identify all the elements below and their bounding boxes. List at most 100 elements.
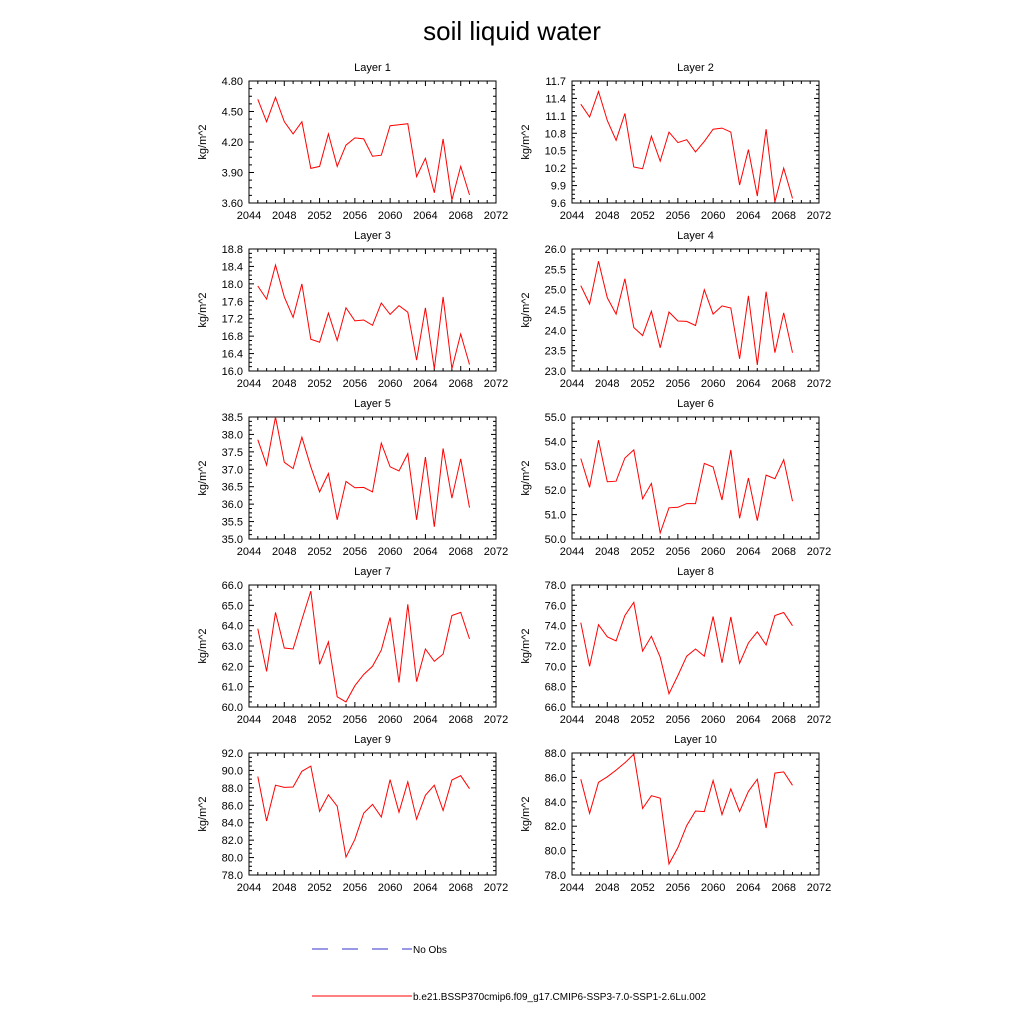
x-tick-label: 2072 <box>484 378 508 390</box>
layer-9-title: Layer 9 <box>354 734 391 746</box>
x-tick-label: 2072 <box>807 882 831 894</box>
y-tick-label: 80.0 <box>545 846 566 858</box>
x-tick-label: 2064 <box>413 546 437 558</box>
y-tick-label: 35.0 <box>222 534 243 546</box>
y-tick-label: 3.90 <box>222 168 243 180</box>
y-tick-label: 17.6 <box>222 296 243 308</box>
x-tick-label: 2068 <box>771 210 795 222</box>
layer-3-series-line <box>257 263 470 369</box>
x-tick-label: 2068 <box>771 882 795 894</box>
layer-4-panel: Layer 4 kg/m^2 2044 2048 2052 2056 2060 2064 206… <box>520 230 831 390</box>
x-tick-label: 2044 <box>560 378 584 390</box>
y-tick-label: 86.0 <box>222 800 243 812</box>
y-tick-label: 82.0 <box>545 821 566 833</box>
y-tick-label: 86.0 <box>545 772 566 784</box>
layer-6-y-axis-label: kg/m^2 <box>520 460 532 495</box>
x-tick-label: 2060 <box>378 714 402 726</box>
x-tick-label: 2048 <box>272 210 296 222</box>
x-tick-label: 2068 <box>448 378 472 390</box>
y-tick-label: 24.0 <box>545 325 566 337</box>
x-tick-label: 2064 <box>413 378 437 390</box>
y-tick-label: 38.5 <box>222 412 243 424</box>
x-tick-label: 2052 <box>307 714 331 726</box>
y-tick-label: 70.0 <box>545 661 566 673</box>
x-tick-label: 2056 <box>666 882 690 894</box>
layer-5-title: Layer 5 <box>354 398 391 410</box>
x-tick-label: 2056 <box>343 546 367 558</box>
x-tick-label: 2052 <box>307 378 331 390</box>
x-tick-label: 2072 <box>807 546 831 558</box>
y-tick-label: 36.0 <box>222 499 243 511</box>
y-tick-label: 78.0 <box>222 870 243 882</box>
x-tick-label: 2068 <box>448 546 472 558</box>
x-tick-label: 2072 <box>484 546 508 558</box>
layer-8-title: Layer 8 <box>677 566 714 578</box>
legend-label-no-obs: No Obs <box>413 945 447 956</box>
y-tick-label: 76.0 <box>545 600 566 612</box>
x-tick-label: 2056 <box>343 882 367 894</box>
x-tick-label: 2052 <box>307 882 331 894</box>
layer-10-frame <box>571 752 820 876</box>
x-tick-label: 2060 <box>701 714 725 726</box>
x-tick-label: 2064 <box>736 210 760 222</box>
x-tick-label: 2052 <box>630 882 654 894</box>
layer-4-frame <box>571 248 820 372</box>
layer-10-panel: Layer 10 kg/m^2 2044 2048 2052 2056 2060 2064 20… <box>520 734 831 894</box>
y-tick-label: 88.0 <box>222 783 243 795</box>
layer-8-y-axis-label: kg/m^2 <box>520 628 532 663</box>
y-tick-label: 55.0 <box>545 412 566 424</box>
y-tick-label: 52.0 <box>545 485 566 497</box>
layer-5-series-line <box>257 416 470 527</box>
x-tick-label: 2056 <box>343 210 367 222</box>
y-tick-label: 36.5 <box>222 482 243 494</box>
y-tick-label: 24.5 <box>545 305 566 317</box>
x-tick-label: 2044 <box>237 210 261 222</box>
y-tick-label: 18.0 <box>222 279 243 291</box>
layer-5-y-axis-label: kg/m^2 <box>197 460 209 495</box>
y-tick-label: 11.1 <box>545 111 566 123</box>
x-tick-label: 2072 <box>484 882 508 894</box>
y-tick-label: 72.0 <box>545 641 566 653</box>
y-tick-label: 18.8 <box>222 244 243 256</box>
x-tick-label: 2044 <box>237 546 261 558</box>
x-tick-label: 2044 <box>560 210 584 222</box>
layer-3-title: Layer 3 <box>354 230 391 242</box>
y-tick-label: 4.80 <box>222 76 243 88</box>
y-tick-label: 80.0 <box>222 853 243 865</box>
layer-5-panel: Layer 5 kg/m^2 2044 2048 2052 2056 2060 2064 206… <box>197 398 508 558</box>
x-tick-label: 2064 <box>736 714 760 726</box>
x-tick-label: 2060 <box>378 882 402 894</box>
layer-4-title: Layer 4 <box>677 230 714 242</box>
layer-5-frame <box>248 416 497 540</box>
y-tick-label: 66.0 <box>545 702 566 714</box>
y-tick-label: 90.0 <box>222 765 243 777</box>
layer-9-y-axis-label: kg/m^2 <box>197 796 209 831</box>
y-tick-label: 25.0 <box>545 285 566 297</box>
x-tick-label: 2068 <box>771 378 795 390</box>
y-tick-label: 53.0 <box>545 461 566 473</box>
x-tick-label: 2048 <box>272 546 296 558</box>
x-tick-label: 2044 <box>237 714 261 726</box>
y-tick-label: 26.0 <box>545 244 566 256</box>
x-tick-label: 2044 <box>560 546 584 558</box>
panels: Layer 1 kg/m^2 2044 2048 2052 2056 2060 2064 206… <box>197 62 831 894</box>
layer-3-panel: Layer 3 kg/m^2 2044 2048 2052 2056 2060 2064 206… <box>197 230 508 390</box>
figure-title: soil liquid water <box>423 16 601 46</box>
y-tick-label: 17.2 <box>222 314 243 326</box>
layer-1-series-line <box>257 95 470 201</box>
y-tick-label: 82.0 <box>222 835 243 847</box>
x-tick-label: 2056 <box>666 546 690 558</box>
y-tick-label: 9.6 <box>551 198 566 210</box>
layer-2-title: Layer 2 <box>677 62 714 74</box>
layer-9-series-line <box>257 765 470 859</box>
x-tick-label: 2060 <box>378 210 402 222</box>
layer-8-panel: Layer 8 kg/m^2 2044 2048 2052 2056 2060 2064 206… <box>520 566 831 726</box>
x-tick-label: 2060 <box>701 378 725 390</box>
x-tick-label: 2048 <box>595 882 619 894</box>
y-tick-label: 4.50 <box>222 107 243 119</box>
y-tick-label: 68.0 <box>545 682 566 694</box>
x-tick-label: 2048 <box>272 714 296 726</box>
y-tick-label: 50.0 <box>545 534 566 546</box>
x-tick-label: 2072 <box>484 210 508 222</box>
